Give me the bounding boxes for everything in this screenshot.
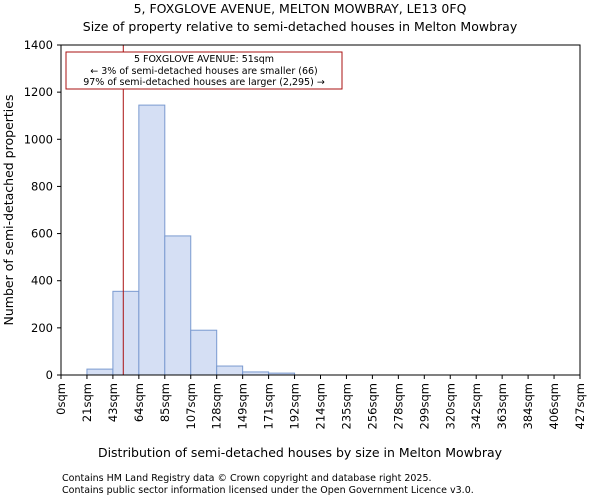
x-tick-label: 214sqm bbox=[314, 383, 328, 429]
x-tick-label: 0sqm bbox=[54, 383, 68, 415]
bar bbox=[112, 290, 140, 376]
y-tick-label: 800 bbox=[31, 179, 53, 193]
bar bbox=[216, 365, 244, 376]
x-tick-label: 278sqm bbox=[391, 383, 405, 429]
x-tick-label: 384sqm bbox=[521, 383, 535, 429]
annotation-frame bbox=[65, 51, 343, 90]
annotation-box: 5 FOXGLOVE AVENUE: 51sqm ← 3% of semi-de… bbox=[65, 51, 343, 90]
y-tick-label: 1000 bbox=[24, 132, 53, 146]
y-tick-label: 0 bbox=[46, 368, 53, 382]
x-tick-label: 149sqm bbox=[236, 383, 250, 429]
y-axis-ticks: 0 200 400 600 800 1000 1200 1400 bbox=[24, 38, 61, 382]
chart-subtitle: Size of property relative to semi-detach… bbox=[83, 19, 518, 34]
x-tick-label: 235sqm bbox=[339, 383, 353, 429]
chart-title: 5, FOXGLOVE AVENUE, MELTON MOWBRAY, LE13… bbox=[134, 1, 467, 16]
x-tick-label: 406sqm bbox=[547, 383, 561, 429]
x-tick-label: 107sqm bbox=[184, 383, 198, 429]
bar bbox=[86, 368, 114, 376]
bar bbox=[138, 104, 166, 376]
x-tick-label: 128sqm bbox=[210, 383, 224, 429]
annotation-line-2: ← 3% of semi-detached houses are smaller… bbox=[90, 66, 318, 77]
x-tick-label: 171sqm bbox=[262, 383, 276, 429]
bar bbox=[190, 329, 218, 376]
x-tick-label: 85sqm bbox=[158, 383, 172, 422]
y-tick-label: 1200 bbox=[24, 85, 53, 99]
x-axis-ticks: 0sqm 21sqm 43sqm 64sqm 85sqm 107sqm 128sqm 149s… bbox=[54, 375, 587, 429]
annotation-line-1: 5 FOXGLOVE AVENUE: 51sqm bbox=[134, 54, 274, 65]
x-tick-label: 363sqm bbox=[495, 383, 509, 429]
y-tick-label: 200 bbox=[31, 321, 53, 335]
x-tick-label: 342sqm bbox=[469, 383, 483, 429]
footer-line-1: Contains HM Land Registry data © Crown c… bbox=[62, 473, 432, 484]
y-tick-label: 600 bbox=[31, 227, 53, 241]
x-axis-label: Distribution of semi-detached houses by … bbox=[98, 445, 503, 460]
x-tick-label: 320sqm bbox=[443, 383, 457, 429]
x-tick-label: 64sqm bbox=[132, 383, 146, 422]
bar bbox=[164, 235, 192, 376]
x-tick-label: 21sqm bbox=[80, 383, 94, 422]
y-tick-label: 400 bbox=[31, 274, 53, 288]
x-tick-label: 299sqm bbox=[417, 383, 431, 429]
x-tick-label: 256sqm bbox=[365, 383, 379, 429]
x-tick-label: 192sqm bbox=[288, 383, 302, 429]
annotation-line-3: 97% of semi-detached houses are larger (… bbox=[83, 77, 325, 88]
footer-line-2: Contains public sector information licen… bbox=[62, 485, 474, 496]
y-tick-label: 1400 bbox=[24, 38, 53, 52]
x-tick-label: 427sqm bbox=[573, 383, 587, 429]
bars bbox=[86, 104, 296, 376]
y-axis-label: Number of semi-detached properties bbox=[1, 95, 16, 326]
x-tick-label: 43sqm bbox=[106, 383, 120, 422]
